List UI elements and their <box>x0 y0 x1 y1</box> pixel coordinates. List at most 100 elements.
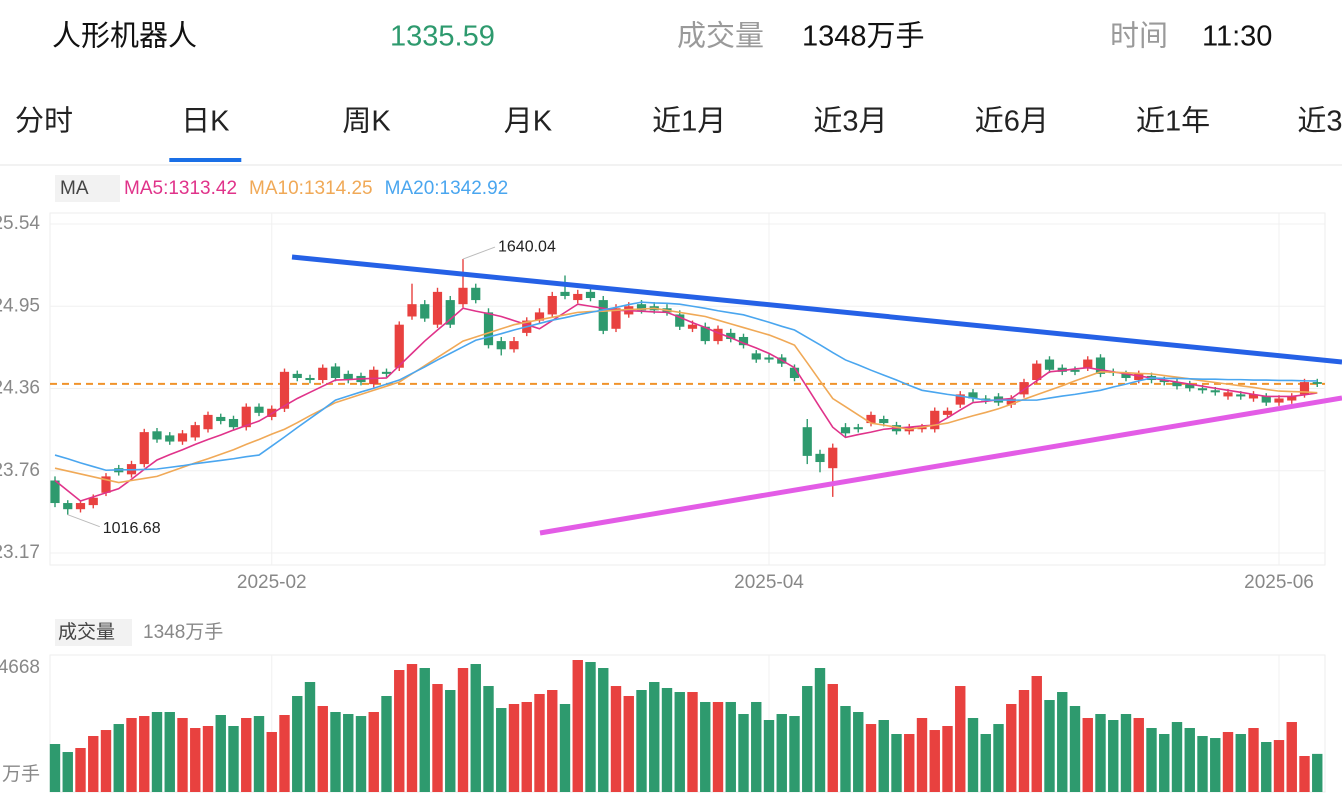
candle-body <box>1032 363 1042 381</box>
candle-body <box>534 312 545 321</box>
volume-bar <box>228 726 239 792</box>
tab[interactable]: 分时 <box>15 105 73 138</box>
candle-body <box>63 503 73 510</box>
tab[interactable]: 近1年 <box>1136 105 1210 138</box>
volume-bar <box>865 724 877 792</box>
candle-body <box>254 406 264 413</box>
candle-body <box>942 410 953 415</box>
volume-bar <box>1248 728 1259 792</box>
volume-bar <box>547 690 558 792</box>
tab[interactable]: 月K <box>504 106 553 138</box>
volume-bar <box>712 701 724 792</box>
volume-bar <box>1299 756 1310 792</box>
candle-body <box>1019 382 1029 395</box>
volume-bar <box>1261 742 1272 792</box>
legend-entry: MA5:1313.42 <box>124 178 237 199</box>
candle-body <box>1057 367 1067 372</box>
candle-body <box>815 453 825 463</box>
volume-bar <box>827 684 838 792</box>
y-tick-label: 1123.76 <box>0 460 40 481</box>
volume-bar <box>368 712 379 792</box>
y-tick-label: 1324.36 <box>0 378 40 399</box>
candle-body <box>917 427 927 430</box>
volume-bar <box>1210 738 1221 792</box>
tab[interactable]: 日K <box>181 106 230 138</box>
volume-bar <box>190 728 201 792</box>
volume-bar <box>100 730 112 792</box>
volume-bar <box>1146 728 1157 792</box>
max-annotation: 1640.04 <box>498 238 556 255</box>
volume-bar <box>751 701 762 792</box>
tab[interactable]: 近3年 <box>1297 105 1342 138</box>
candle-body <box>840 427 851 434</box>
volume-bar <box>980 734 991 792</box>
volume-title: 成交量 <box>58 621 115 643</box>
x-tick-label: 2025-06 <box>1244 572 1314 593</box>
volume-bar <box>151 712 163 792</box>
volume-bar <box>955 686 966 792</box>
legend-entry: MA10:1314.25 <box>249 178 373 199</box>
candle-body <box>687 324 698 329</box>
candle-body <box>1044 359 1055 370</box>
ma-line <box>54 303 1318 502</box>
price-frame <box>49 212 1326 566</box>
tab[interactable]: 周K <box>342 106 391 138</box>
candle-body <box>930 410 940 430</box>
tab[interactable]: 近3月 <box>813 105 887 138</box>
volume-title-box <box>55 619 132 646</box>
candle-body <box>279 371 290 409</box>
volume-bar <box>559 704 571 792</box>
y-tick-label: 4668 <box>0 657 40 678</box>
volume-bar <box>508 704 520 792</box>
candle-body <box>1299 382 1310 395</box>
candle-body <box>1312 382 1322 384</box>
volume-subtitle: 1348万手 <box>143 621 223 643</box>
legend-entry: MA20:1342.92 <box>385 178 509 199</box>
volume-bar <box>1044 700 1055 792</box>
candle-body <box>369 369 379 385</box>
volume-bar <box>1057 692 1068 792</box>
volume-bar <box>381 695 392 792</box>
volume-bar <box>1312 753 1323 792</box>
volume-bar <box>304 682 316 792</box>
candle-body <box>1287 396 1297 401</box>
candle-body <box>50 480 60 504</box>
tab[interactable]: 近1月 <box>652 105 726 138</box>
volume-bar <box>700 701 711 792</box>
volume-bar <box>814 668 826 792</box>
volume-bar <box>62 752 73 792</box>
candle-body <box>853 427 863 430</box>
y-tick-label: 1524.95 <box>0 295 40 316</box>
volume-bar <box>88 736 99 792</box>
volume-bar <box>177 717 188 792</box>
volume-bar <box>904 734 915 792</box>
candle-body <box>203 414 213 430</box>
volume-bar <box>113 724 124 792</box>
volume-bar <box>266 731 277 792</box>
indicator-box <box>55 175 120 202</box>
volume-bar <box>674 692 685 792</box>
candle-body <box>509 341 519 350</box>
volume-bar <box>1197 736 1208 792</box>
candle-body <box>713 328 723 342</box>
candle-body <box>573 293 583 301</box>
candle-body <box>675 314 685 327</box>
volume-bar <box>585 662 596 792</box>
volume-bar <box>1031 676 1042 792</box>
stock-name: 人形机器人 <box>52 20 197 53</box>
candle-body <box>1121 373 1131 378</box>
candle-body <box>802 427 812 456</box>
volume-bar <box>687 692 698 792</box>
volume-bar <box>942 726 953 792</box>
candle-body <box>445 300 455 325</box>
candle-body <box>471 287 481 301</box>
volume-bar <box>623 695 634 792</box>
candle-body <box>394 324 404 368</box>
trend-line-upper <box>291 254 1342 365</box>
volume-bar <box>1286 722 1297 792</box>
candle-body <box>1185 384 1195 389</box>
candle-body <box>1223 392 1233 397</box>
candle-body <box>1006 398 1016 405</box>
stock-price: 1335.59 <box>390 21 495 53</box>
tab[interactable]: 近6月 <box>975 105 1049 138</box>
